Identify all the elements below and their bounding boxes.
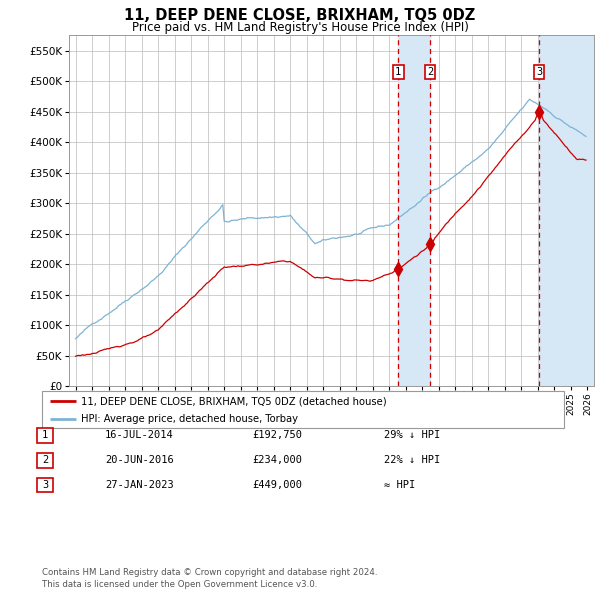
Text: £449,000: £449,000 bbox=[252, 480, 302, 490]
FancyBboxPatch shape bbox=[37, 477, 53, 493]
Text: HPI: Average price, detached house, Torbay: HPI: Average price, detached house, Torb… bbox=[81, 414, 298, 424]
Bar bbox=[539, 35, 594, 386]
Text: 11, DEEP DENE CLOSE, BRIXHAM, TQ5 0DZ: 11, DEEP DENE CLOSE, BRIXHAM, TQ5 0DZ bbox=[124, 8, 476, 22]
FancyBboxPatch shape bbox=[42, 391, 564, 428]
FancyBboxPatch shape bbox=[37, 453, 53, 468]
FancyBboxPatch shape bbox=[37, 428, 53, 443]
Text: 27-JAN-2023: 27-JAN-2023 bbox=[105, 480, 174, 490]
Text: 3: 3 bbox=[536, 67, 542, 77]
Text: 1: 1 bbox=[395, 67, 401, 77]
Text: ≈ HPI: ≈ HPI bbox=[384, 480, 415, 490]
Text: 11, DEEP DENE CLOSE, BRIXHAM, TQ5 0DZ (detached house): 11, DEEP DENE CLOSE, BRIXHAM, TQ5 0DZ (d… bbox=[81, 396, 387, 406]
Text: £192,750: £192,750 bbox=[252, 431, 302, 440]
Text: Price paid vs. HM Land Registry's House Price Index (HPI): Price paid vs. HM Land Registry's House … bbox=[131, 21, 469, 34]
Text: 20-JUN-2016: 20-JUN-2016 bbox=[105, 455, 174, 465]
Text: 22% ↓ HPI: 22% ↓ HPI bbox=[384, 455, 440, 465]
Text: £234,000: £234,000 bbox=[252, 455, 302, 465]
Bar bbox=[398, 35, 430, 386]
Text: 1: 1 bbox=[42, 431, 48, 440]
Text: 2: 2 bbox=[42, 455, 48, 465]
Text: 2: 2 bbox=[427, 67, 433, 77]
Text: 3: 3 bbox=[42, 480, 48, 490]
Bar bbox=[539, 35, 594, 386]
Text: 16-JUL-2014: 16-JUL-2014 bbox=[105, 431, 174, 440]
Text: Contains HM Land Registry data © Crown copyright and database right 2024.
This d: Contains HM Land Registry data © Crown c… bbox=[42, 568, 377, 589]
Text: 29% ↓ HPI: 29% ↓ HPI bbox=[384, 431, 440, 440]
